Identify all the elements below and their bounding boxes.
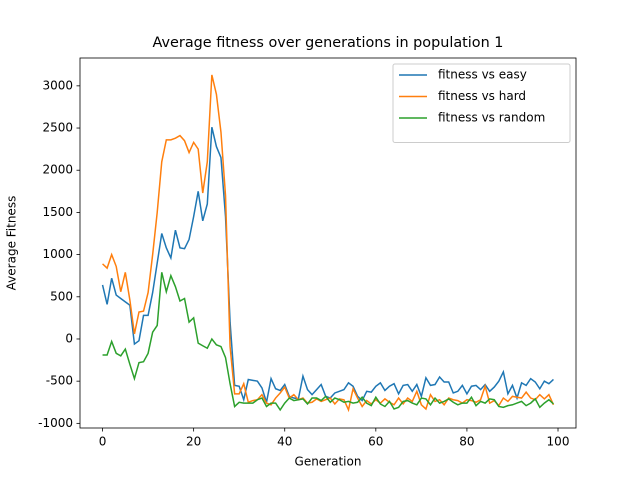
legend-label: fitness vs easy [438, 68, 527, 82]
y-tick-label: 1000 [42, 247, 73, 261]
x-tick-label: 40 [277, 435, 292, 449]
data-line [101, 127, 554, 403]
x-tick-label: 20 [186, 435, 201, 449]
y-tick-label: -1000 [38, 416, 73, 430]
x-tick-label: 100 [547, 435, 570, 449]
chart-title: Average fitness over generations in popu… [153, 35, 504, 51]
y-tick-label: -500 [46, 374, 73, 388]
y-axis-label: Average Fitness [5, 196, 19, 291]
y-tick-label: 2000 [42, 163, 73, 177]
x-tick-label: 60 [368, 435, 383, 449]
legend-label: fitness vs random [438, 111, 545, 125]
x-tick-label: 0 [99, 435, 107, 449]
y-tick-label: 500 [50, 289, 73, 303]
y-tick-label: 0 [65, 331, 73, 345]
legend-label: fitness vs hard [438, 89, 526, 103]
x-tick-label: 80 [459, 435, 474, 449]
y-tick-label: 1500 [42, 205, 73, 219]
y-tick-label: 2500 [42, 121, 73, 135]
y-tick-label: 3000 [42, 78, 73, 92]
plot-frame [79, 57, 577, 429]
x-axis-label: Generation [295, 455, 362, 469]
data-line [102, 272, 554, 412]
legend-box [392, 63, 571, 143]
